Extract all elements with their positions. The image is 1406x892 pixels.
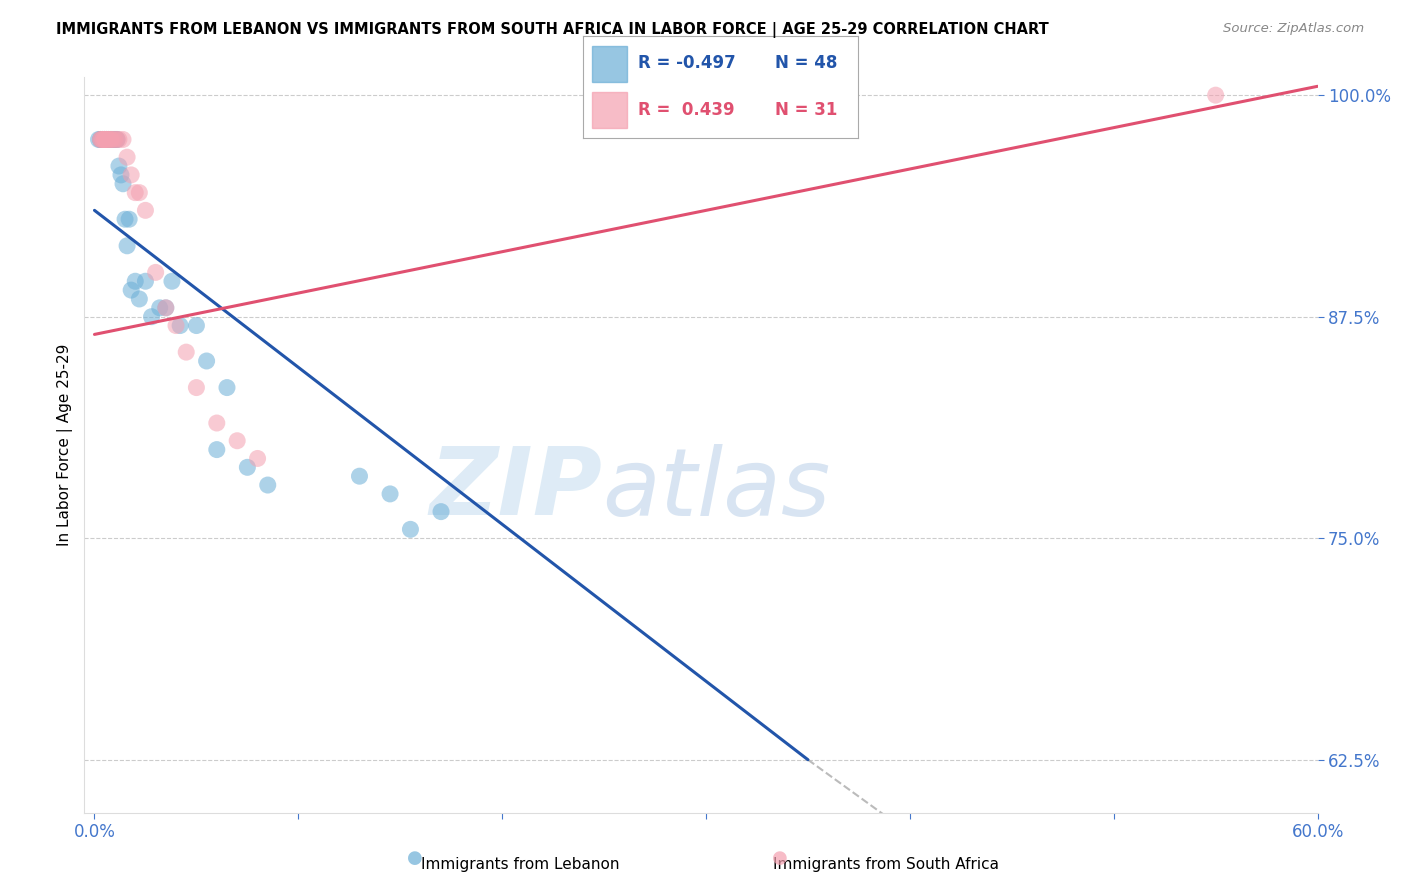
Point bbox=[120, 283, 142, 297]
Point bbox=[349, 469, 371, 483]
Point bbox=[93, 132, 115, 146]
Point bbox=[165, 318, 187, 333]
Point bbox=[145, 265, 167, 279]
Point bbox=[124, 274, 146, 288]
Point bbox=[91, 132, 114, 146]
Point bbox=[91, 132, 114, 146]
Bar bbox=[592, 92, 627, 128]
Point bbox=[115, 150, 138, 164]
Text: Immigrants from Lebanon: Immigrants from Lebanon bbox=[420, 857, 620, 872]
Point bbox=[128, 292, 150, 306]
Point bbox=[90, 132, 112, 146]
Text: N = 31: N = 31 bbox=[776, 101, 838, 119]
Point bbox=[128, 186, 150, 200]
Point bbox=[430, 505, 453, 519]
Point bbox=[141, 310, 163, 324]
Text: ZIP: ZIP bbox=[429, 443, 602, 535]
Point bbox=[97, 132, 120, 146]
Text: atlas: atlas bbox=[602, 444, 831, 535]
Text: N = 48: N = 48 bbox=[776, 54, 838, 72]
Text: IMMIGRANTS FROM LEBANON VS IMMIGRANTS FROM SOUTH AFRICA IN LABOR FORCE | AGE 25-: IMMIGRANTS FROM LEBANON VS IMMIGRANTS FR… bbox=[56, 22, 1049, 38]
Point bbox=[101, 132, 124, 146]
Point bbox=[101, 132, 124, 146]
Point bbox=[97, 132, 120, 146]
Point bbox=[91, 132, 114, 146]
Point bbox=[97, 132, 120, 146]
Point bbox=[97, 132, 120, 146]
Point bbox=[174, 345, 197, 359]
Point bbox=[90, 132, 112, 146]
Text: R = -0.497: R = -0.497 bbox=[638, 54, 737, 72]
Point bbox=[90, 132, 112, 146]
Point bbox=[96, 132, 118, 146]
Y-axis label: In Labor Force | Age 25-29: In Labor Force | Age 25-29 bbox=[58, 344, 73, 547]
Point bbox=[134, 203, 156, 218]
Point bbox=[108, 132, 131, 146]
Point bbox=[93, 132, 115, 146]
Point bbox=[100, 132, 122, 146]
Text: Immigrants from South Africa: Immigrants from South Africa bbox=[773, 857, 998, 872]
Point bbox=[108, 159, 131, 173]
Bar bbox=[592, 45, 627, 82]
Point bbox=[155, 301, 177, 315]
Point bbox=[100, 132, 122, 146]
Point bbox=[104, 132, 127, 146]
Point bbox=[105, 132, 128, 146]
Point bbox=[93, 132, 115, 146]
Point bbox=[155, 301, 177, 315]
Point bbox=[111, 132, 134, 146]
Point bbox=[246, 451, 269, 466]
Point bbox=[205, 416, 228, 430]
Point bbox=[100, 132, 122, 146]
Point bbox=[195, 354, 218, 368]
Text: Source: ZipAtlas.com: Source: ZipAtlas.com bbox=[1223, 22, 1364, 36]
Text: ●: ● bbox=[406, 849, 423, 867]
Point bbox=[93, 132, 115, 146]
Point bbox=[134, 274, 156, 288]
Point bbox=[101, 132, 124, 146]
Point bbox=[160, 274, 183, 288]
Point bbox=[87, 132, 110, 146]
Point bbox=[186, 381, 208, 395]
Point bbox=[205, 442, 228, 457]
Point bbox=[96, 132, 118, 146]
Point bbox=[96, 132, 118, 146]
Point bbox=[226, 434, 249, 448]
Point bbox=[114, 212, 136, 227]
Point bbox=[105, 132, 128, 146]
Point bbox=[111, 177, 134, 191]
Point bbox=[1205, 88, 1227, 103]
Point bbox=[215, 381, 238, 395]
Point bbox=[169, 318, 191, 333]
Point bbox=[110, 168, 132, 182]
Point bbox=[236, 460, 259, 475]
Point bbox=[90, 132, 112, 146]
Point bbox=[118, 212, 141, 227]
Text: R =  0.439: R = 0.439 bbox=[638, 101, 735, 119]
Point bbox=[91, 132, 114, 146]
Text: ●: ● bbox=[772, 849, 789, 867]
Point bbox=[399, 522, 422, 536]
Point bbox=[149, 301, 172, 315]
Point bbox=[93, 132, 115, 146]
Point bbox=[100, 132, 122, 146]
Point bbox=[96, 132, 118, 146]
Point bbox=[115, 239, 138, 253]
Point bbox=[105, 132, 128, 146]
Point bbox=[104, 132, 127, 146]
Point bbox=[124, 186, 146, 200]
Point bbox=[104, 132, 127, 146]
Point bbox=[93, 132, 115, 146]
Point bbox=[120, 168, 142, 182]
Point bbox=[378, 487, 401, 501]
Point bbox=[186, 318, 208, 333]
Point bbox=[91, 132, 114, 146]
Point bbox=[96, 132, 118, 146]
Point bbox=[256, 478, 278, 492]
